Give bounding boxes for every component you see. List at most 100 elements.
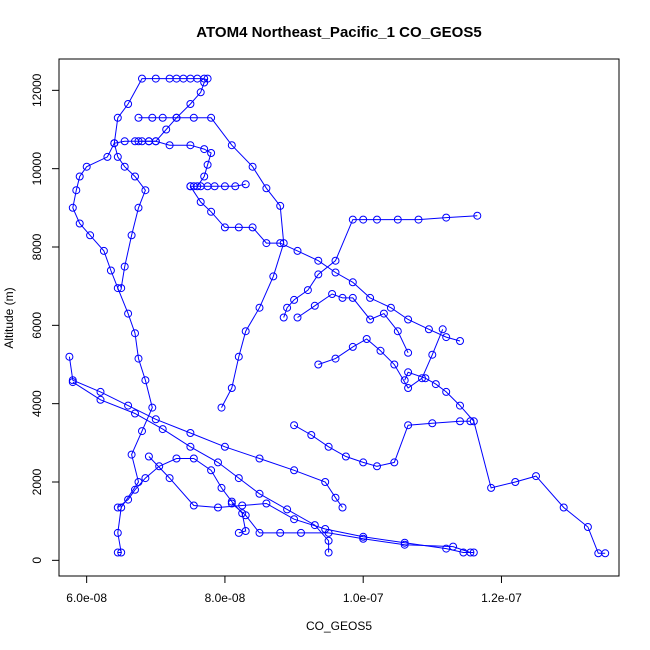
data-point — [113, 548, 122, 557]
data-point — [321, 478, 330, 486]
data-point — [414, 215, 423, 224]
data-point — [158, 113, 167, 122]
data-point — [134, 203, 143, 212]
data-point — [487, 483, 496, 492]
series-line — [189, 186, 461, 342]
data-point — [290, 515, 299, 524]
series-line — [231, 503, 471, 553]
data-point — [293, 313, 302, 322]
data-point — [186, 442, 195, 451]
data-point — [200, 145, 209, 154]
data-series — [293, 290, 413, 357]
data-point — [106, 266, 115, 275]
y-tick-label: 12000 — [30, 73, 44, 107]
data-point — [231, 182, 240, 191]
data-point — [276, 239, 285, 248]
data-point — [314, 360, 323, 369]
data-point — [127, 231, 136, 240]
x-tick-label: 1.0e-07 — [343, 591, 384, 605]
data-point — [131, 485, 139, 494]
data-point — [96, 387, 105, 396]
data-series — [134, 137, 250, 191]
data-point — [255, 303, 264, 312]
data-point — [113, 113, 122, 122]
data-point — [120, 137, 129, 146]
x-tick-label: 8.0e-08 — [205, 591, 246, 605]
data-point — [338, 293, 347, 302]
data-point — [131, 409, 139, 418]
data-point — [120, 162, 129, 171]
data-point — [203, 160, 212, 169]
data-point — [124, 100, 133, 108]
data-point — [303, 286, 312, 295]
series-line — [117, 458, 247, 534]
data-point — [141, 376, 150, 385]
data-point — [290, 466, 299, 475]
data-point — [158, 425, 167, 434]
series-line — [148, 456, 474, 553]
data-series — [290, 417, 475, 471]
x-axis-label: CO_GEOS5 — [306, 619, 372, 633]
data-point — [297, 528, 305, 537]
data-point — [148, 403, 157, 412]
data-point — [189, 113, 198, 122]
data-point — [456, 417, 464, 426]
data-point — [117, 284, 126, 293]
data-point — [373, 215, 381, 224]
data-point — [348, 215, 357, 224]
data-point — [269, 272, 278, 281]
data-point — [113, 528, 122, 537]
data-point — [404, 384, 413, 392]
data-point — [234, 528, 243, 537]
data-point — [421, 374, 430, 383]
data-point — [424, 325, 433, 334]
y-tick-label: 0 — [30, 557, 44, 564]
data-point — [65, 352, 74, 361]
data-series — [314, 325, 447, 392]
data-series — [400, 368, 610, 558]
data-point — [134, 113, 143, 122]
data-point — [220, 442, 229, 451]
data-point — [75, 219, 84, 228]
data-point — [217, 403, 226, 412]
y-tick-label: 2000 — [30, 468, 44, 495]
series-line — [318, 329, 444, 389]
y-axis: 0 2000 4000 6000 8000 10000 12000 — [30, 73, 60, 564]
data-point — [165, 141, 174, 150]
data-point — [238, 509, 247, 518]
data-point — [314, 256, 323, 265]
data-point — [262, 184, 271, 193]
data-point — [172, 113, 181, 122]
data-point — [324, 528, 333, 537]
data-point — [601, 549, 610, 558]
data-point — [279, 313, 288, 322]
data-point — [293, 246, 302, 255]
data-point — [138, 74, 146, 83]
data-series — [113, 454, 250, 537]
data-point — [331, 268, 340, 277]
data-point — [341, 452, 350, 461]
data-point — [404, 348, 413, 357]
data-point — [234, 352, 243, 361]
data-point — [290, 421, 299, 430]
data-point — [220, 182, 229, 191]
data-point — [428, 350, 437, 359]
data-point — [386, 303, 395, 312]
data-point — [428, 419, 437, 428]
data-point — [131, 329, 139, 338]
data-point — [207, 113, 216, 122]
data-point — [96, 395, 105, 404]
data-point — [348, 293, 357, 302]
data-point — [117, 503, 126, 512]
data-point — [186, 141, 195, 150]
data-point — [151, 74, 160, 83]
data-point — [207, 207, 216, 216]
data-point — [186, 182, 195, 191]
data-point — [324, 548, 333, 557]
data-point — [172, 454, 181, 463]
data-point — [82, 162, 91, 171]
data-point — [400, 540, 409, 549]
series-line — [297, 293, 409, 354]
data-point — [366, 315, 375, 324]
data-series — [68, 378, 333, 557]
